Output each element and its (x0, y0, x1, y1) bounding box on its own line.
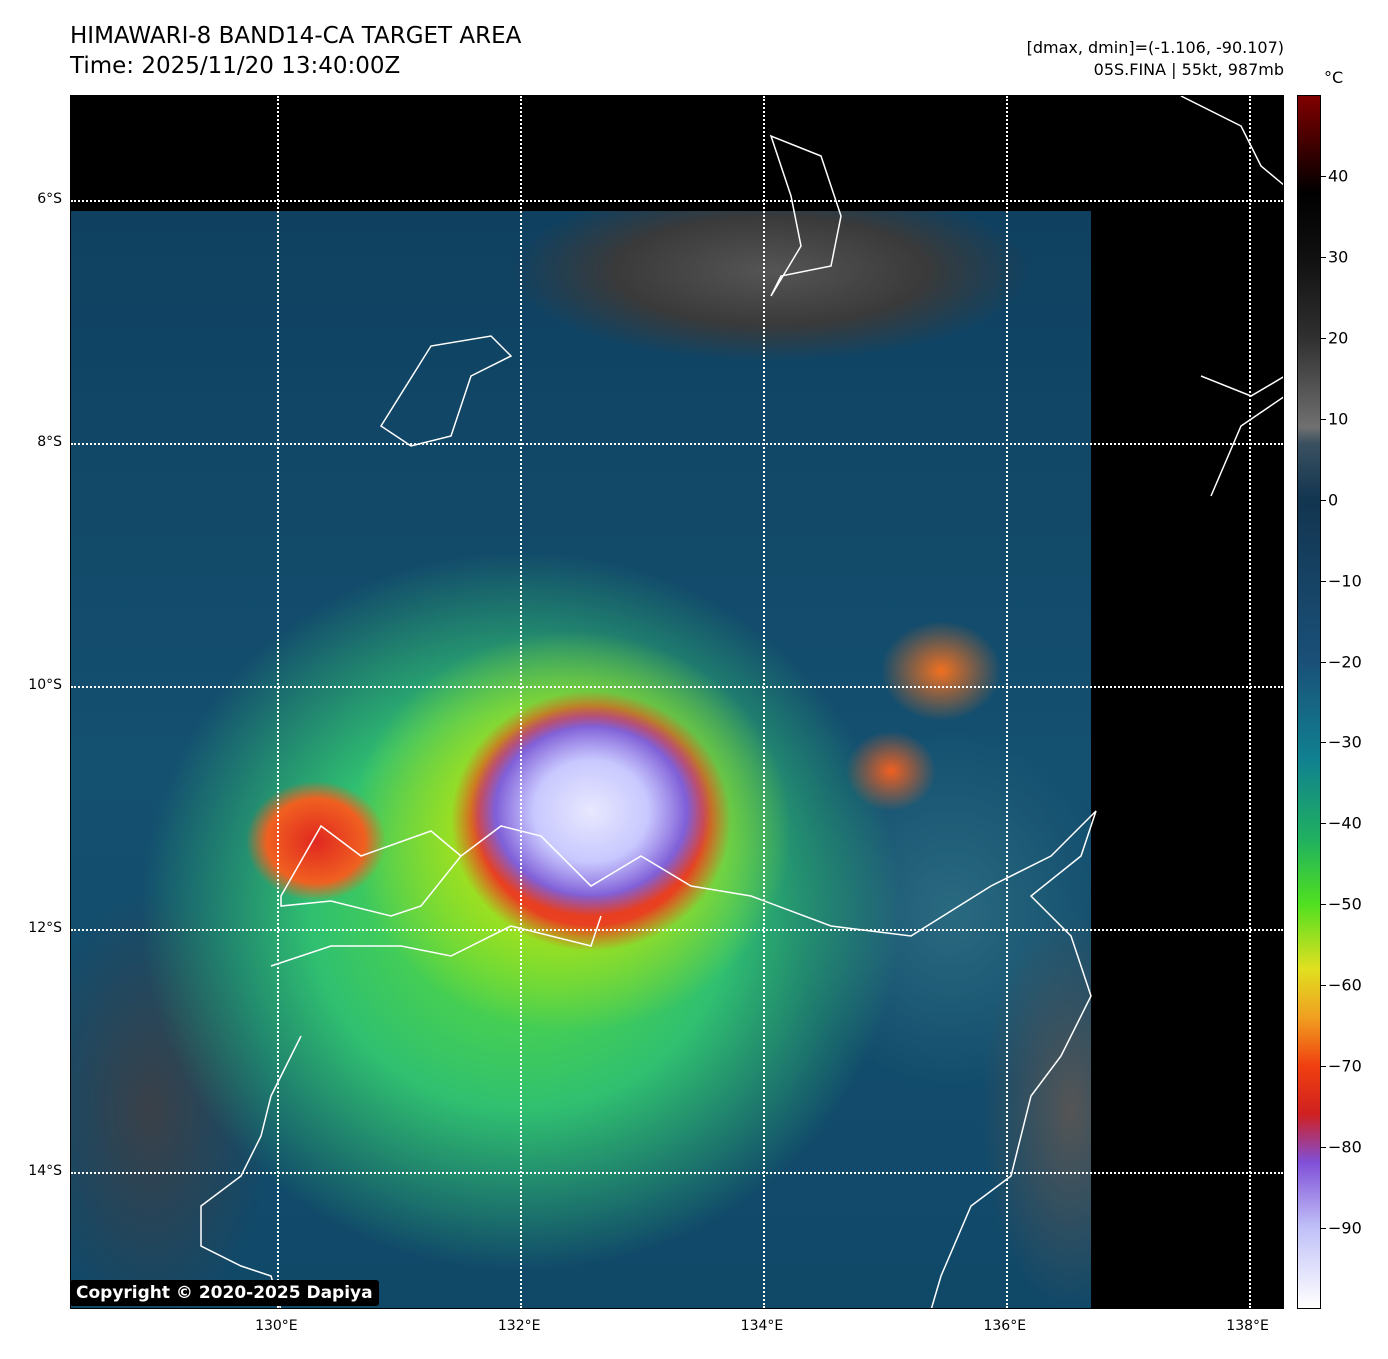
coastlines (200, 96, 1283, 1308)
lon-label: 130°E (255, 1318, 298, 1334)
colorbar-tick (1321, 175, 1326, 177)
lon-label: 132°E (497, 1318, 541, 1334)
colorbar-tick-label: −40 (1328, 813, 1362, 833)
satellite-map (70, 95, 1284, 1309)
chart-title: HIMAWARI-8 BAND14-CA TARGET AREA (70, 23, 522, 49)
colorbar-tick-label: −70 (1328, 1056, 1362, 1076)
gridline-lat (71, 1171, 1283, 1174)
lon-label: 134°E (740, 1318, 784, 1334)
colorbar-tick (1321, 1066, 1326, 1068)
colorbar-tick-label: 0 (1328, 490, 1339, 510)
colorbar-tick (1321, 742, 1326, 744)
data-range-info: [dmax, dmin]=(-1.106, -90.107) (1026, 38, 1284, 57)
colorbar-tick-label: 30 (1328, 247, 1349, 267)
gridline-lon (1005, 96, 1008, 1308)
colorbar-tick-label: −50 (1328, 894, 1362, 914)
storm-info: 05S.FINA | 55kt, 987mb (1093, 60, 1284, 79)
lat-label: 6°S (37, 191, 62, 208)
colorbar-tick-label: 20 (1328, 328, 1349, 348)
gridline-lon (1248, 96, 1251, 1308)
colorbar-tick (1321, 418, 1326, 420)
coastline-arnhem (460, 810, 1097, 1308)
gridline-lon (277, 96, 280, 1308)
lat-label: 14°S (28, 1162, 62, 1179)
timestamp: Time: 2025/11/20 13:40:00Z (70, 53, 401, 79)
colorbar-tick (1321, 1147, 1326, 1149)
gridline-lat (71, 686, 1283, 688)
lat-label: 10°S (28, 677, 62, 693)
colorbar-tick-label: −20 (1328, 652, 1362, 672)
colorbar-tick (1321, 337, 1326, 339)
colorbar-unit: °C (1324, 68, 1344, 87)
lon-label: 138°E (1226, 1318, 1269, 1334)
lat-label: 12°S (28, 919, 62, 936)
colorbar-tick (1321, 580, 1326, 582)
gridline-lon (762, 96, 765, 1308)
copyright-label: Copyright © 2020-2025 Dapiya (70, 1280, 379, 1306)
colorbar (1297, 95, 1321, 1309)
coastline-west (200, 915, 602, 1308)
gridline-lat (71, 928, 1283, 931)
colorbar-tick (1321, 256, 1326, 258)
colorbar-tick (1321, 499, 1326, 501)
coastline-tanimbar (379, 335, 513, 447)
coastline-kai (1180, 96, 1283, 186)
colorbar-tick-label: −80 (1328, 1137, 1362, 1157)
colorbar-tick (1321, 661, 1326, 663)
colorbar-tick-label: −30 (1328, 732, 1362, 752)
coastline-new-guinea (1200, 375, 1283, 497)
colorbar-tick-label: 40 (1328, 166, 1349, 186)
colorbar-tick (1321, 904, 1326, 906)
lat-label: 8°S (37, 434, 62, 451)
gridline-lat (71, 443, 1283, 446)
colorbar-tick-label: 10 (1328, 409, 1349, 429)
gridline-lat (71, 200, 1283, 203)
colorbar-tick-label: −60 (1328, 975, 1362, 995)
colorbar-tick (1321, 823, 1326, 825)
ir-imagery-overlay (71, 211, 1091, 1308)
colorbar-tick-label: −90 (1328, 1218, 1362, 1238)
coastline-aru (769, 134, 842, 297)
colorbar-tick (1321, 985, 1326, 987)
coastline-melville (280, 824, 463, 917)
colorbar-tick-label: −10 (1328, 571, 1362, 591)
colorbar-tick (1321, 1228, 1326, 1230)
gridline-lon (520, 96, 523, 1308)
lon-label: 136°E (983, 1318, 1027, 1334)
